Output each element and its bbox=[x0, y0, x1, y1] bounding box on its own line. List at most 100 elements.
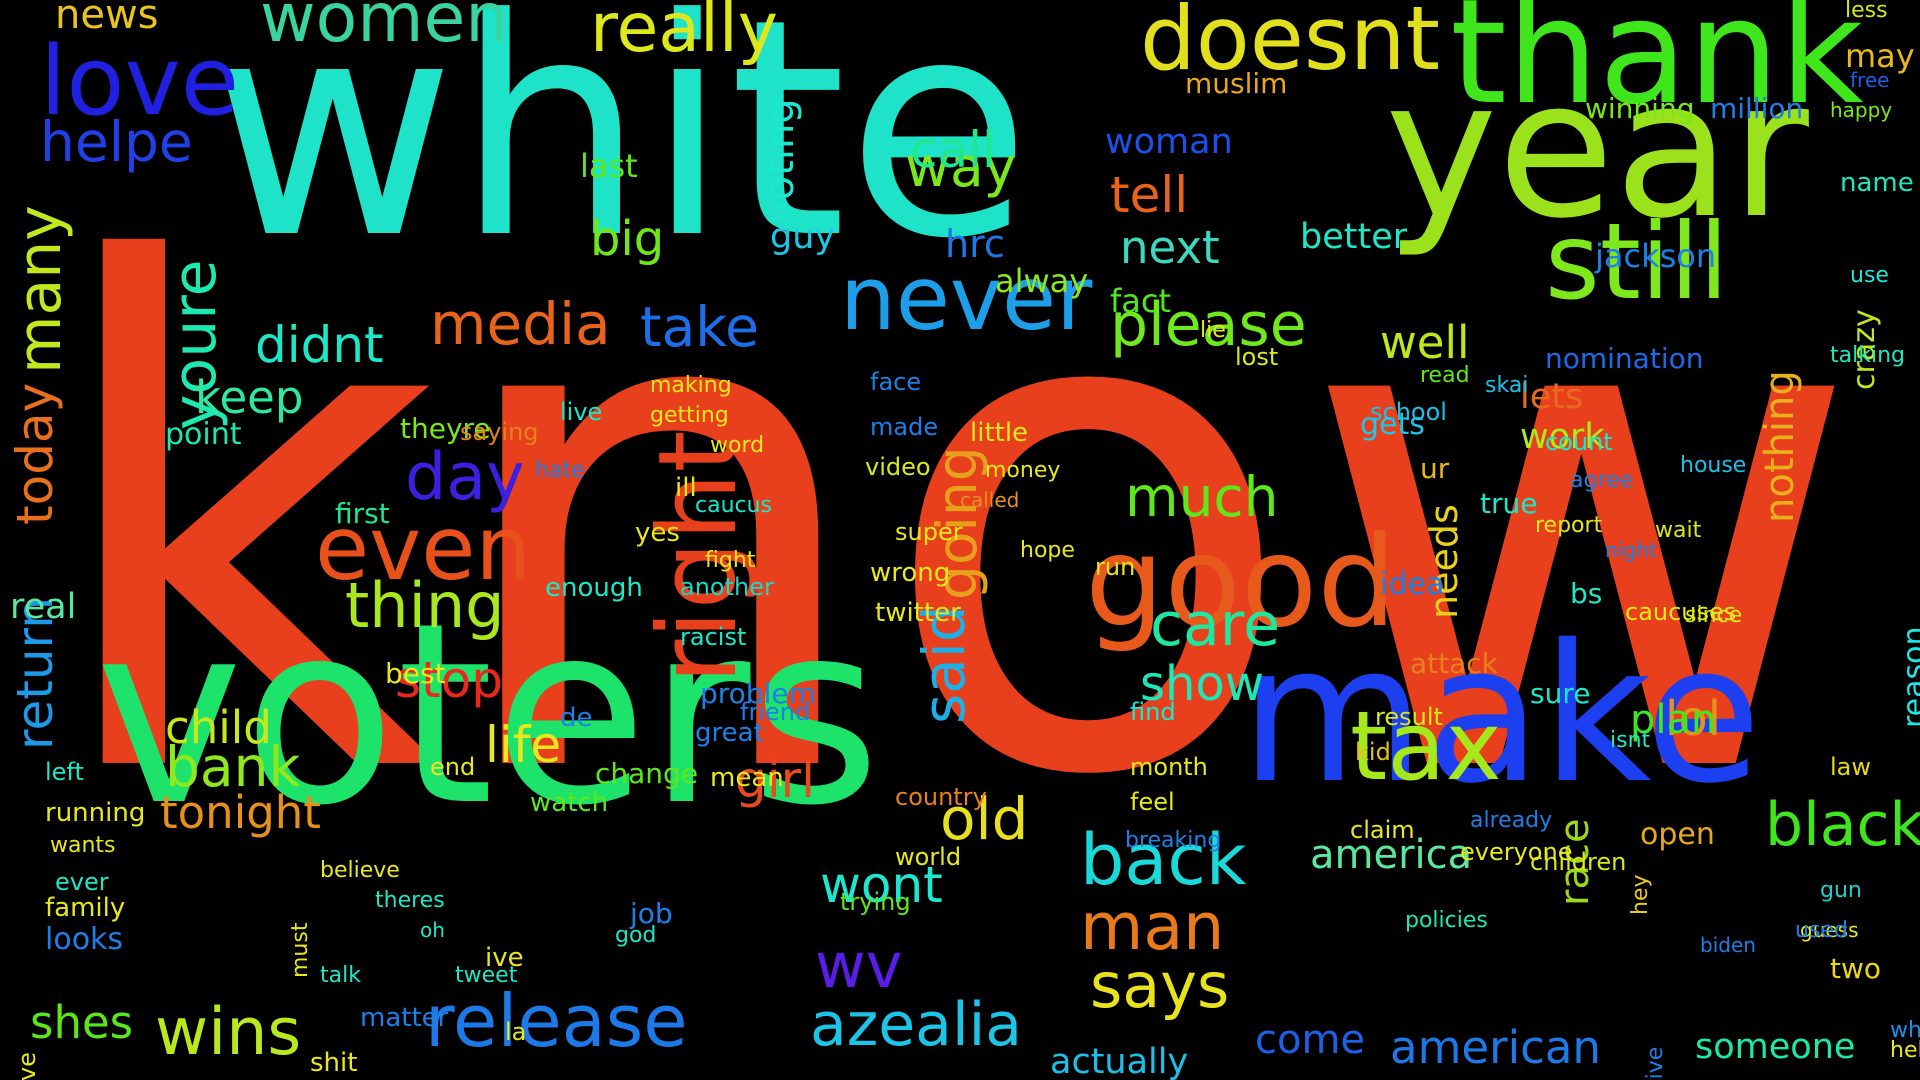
cloud-word: didnt bbox=[255, 316, 384, 374]
cloud-word: less bbox=[1845, 0, 1888, 23]
cloud-word: talking bbox=[1830, 343, 1905, 368]
cloud-word: american bbox=[1390, 1021, 1601, 1074]
cloud-word: change bbox=[595, 757, 699, 790]
cloud-word: guess bbox=[1800, 918, 1859, 942]
cloud-word: kid bbox=[1355, 738, 1391, 766]
cloud-word: already bbox=[1470, 808, 1553, 833]
cloud-word: child bbox=[165, 701, 272, 754]
cloud-word: guy bbox=[770, 217, 836, 257]
cloud-word: wait bbox=[1655, 518, 1702, 543]
cloud-word: today bbox=[6, 382, 64, 525]
cloud-word: fight bbox=[705, 548, 756, 573]
cloud-word: hey bbox=[1628, 874, 1653, 915]
cloud-word: year bbox=[1385, 39, 1809, 260]
cloud-word: everyone bbox=[1460, 838, 1573, 866]
cloud-word: school bbox=[1370, 398, 1447, 426]
cloud-word: man bbox=[1080, 890, 1225, 965]
cloud-word: de bbox=[560, 703, 593, 733]
cloud-word: racist bbox=[680, 623, 747, 651]
cloud-word: reason bbox=[1897, 626, 1920, 728]
cloud-word: attack bbox=[1410, 647, 1498, 680]
cloud-word: know bbox=[40, 123, 1864, 926]
cloud-word: children bbox=[1530, 848, 1627, 876]
cloud-word: media bbox=[430, 290, 611, 358]
cloud-word: run bbox=[1095, 553, 1136, 581]
cloud-word: tell bbox=[1110, 166, 1189, 224]
cloud-word: old bbox=[940, 785, 1029, 853]
cloud-word: money bbox=[985, 458, 1061, 483]
cloud-word: theres bbox=[375, 888, 445, 913]
cloud-word: true bbox=[1480, 487, 1538, 520]
cloud-word: problem bbox=[700, 677, 816, 710]
cloud-word: bs bbox=[1570, 577, 1603, 610]
cloud-word: take bbox=[640, 295, 759, 359]
cloud-word: made bbox=[870, 413, 939, 441]
cloud-word: way bbox=[905, 135, 1017, 199]
cloud-word: mean bbox=[710, 763, 784, 793]
cloud-word: making bbox=[650, 373, 732, 398]
cloud-word: whole bbox=[1890, 1018, 1920, 1043]
cloud-word: two bbox=[1830, 952, 1882, 985]
cloud-word: house bbox=[1680, 453, 1747, 478]
cloud-word: open bbox=[1640, 817, 1715, 852]
cloud-word: thing bbox=[345, 569, 505, 642]
cloud-word: wv bbox=[815, 929, 903, 1002]
cloud-word: life bbox=[485, 716, 562, 774]
cloud-word: really bbox=[590, 0, 778, 68]
cloud-word: someone bbox=[1695, 1027, 1856, 1067]
cloud-word: hrc bbox=[945, 222, 1005, 266]
cloud-word: called bbox=[960, 488, 1020, 512]
cloud-word: use bbox=[1850, 263, 1889, 288]
cloud-word: america bbox=[1310, 832, 1473, 878]
cloud-word: wont bbox=[820, 856, 943, 914]
cloud-word: never bbox=[840, 247, 1093, 350]
cloud-word: happy bbox=[1830, 98, 1893, 122]
cloud-word: ur bbox=[1420, 452, 1450, 485]
cloud-word: caucuses bbox=[1625, 598, 1737, 626]
cloud-word: tax bbox=[1350, 692, 1502, 802]
cloud-word: white bbox=[210, 0, 1032, 304]
cloud-word: claim bbox=[1350, 816, 1415, 844]
cloud-word: trying bbox=[840, 888, 911, 916]
cloud-word: last bbox=[580, 147, 638, 185]
cloud-word: read bbox=[1420, 363, 1470, 388]
cloud-word: bank bbox=[165, 735, 301, 799]
cloud-word: end bbox=[430, 753, 476, 781]
cloud-word: jackson bbox=[1595, 237, 1717, 275]
cloud-word: thank bbox=[1450, 0, 1864, 137]
cloud-word: release bbox=[425, 979, 688, 1063]
cloud-word: night bbox=[1605, 538, 1657, 562]
cloud-word: good bbox=[1085, 510, 1397, 655]
cloud-word: nomination bbox=[1545, 342, 1704, 375]
cloud-word: please bbox=[1110, 290, 1307, 360]
cloud-word: next bbox=[1120, 221, 1220, 274]
cloud-word: video bbox=[865, 453, 931, 481]
cloud-word: shit bbox=[310, 1048, 358, 1078]
cloud-word: fact bbox=[1110, 282, 1172, 320]
cloud-word: may bbox=[1845, 37, 1915, 75]
cloud-word: believe bbox=[320, 858, 400, 883]
cloud-word: conservative bbox=[1643, 1047, 1668, 1080]
cloud-word: watch bbox=[530, 788, 609, 818]
cloud-word: helpe bbox=[40, 110, 193, 174]
cloud-word: world bbox=[895, 843, 962, 871]
cloud-word: hate bbox=[535, 458, 585, 483]
cloud-word: family bbox=[45, 893, 126, 923]
cloud-word: alway bbox=[995, 262, 1089, 300]
cloud-word: gun bbox=[1820, 878, 1862, 903]
cloud-word: care bbox=[1150, 590, 1281, 660]
cloud-word: azealia bbox=[810, 990, 1023, 1060]
cloud-word: isnt bbox=[1610, 728, 1651, 753]
cloud-word: better bbox=[1300, 217, 1408, 257]
cloud-word: skai bbox=[1485, 373, 1529, 398]
cloud-word: big bbox=[590, 211, 665, 267]
cloud-word: result bbox=[1375, 703, 1443, 731]
cloud-word: hope bbox=[1020, 538, 1075, 563]
cloud-word: ever bbox=[55, 868, 109, 896]
cloud-word: left bbox=[45, 758, 84, 786]
cloud-word: friend bbox=[740, 698, 811, 726]
cloud-word: stop bbox=[395, 651, 503, 709]
cloud-word: women bbox=[260, 0, 509, 58]
cloud-word: woman bbox=[1105, 122, 1233, 162]
cloud-word: great bbox=[695, 718, 764, 748]
